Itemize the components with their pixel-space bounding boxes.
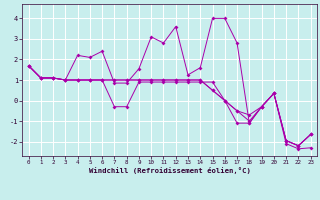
X-axis label: Windchill (Refroidissement éolien,°C): Windchill (Refroidissement éolien,°C) <box>89 167 251 174</box>
